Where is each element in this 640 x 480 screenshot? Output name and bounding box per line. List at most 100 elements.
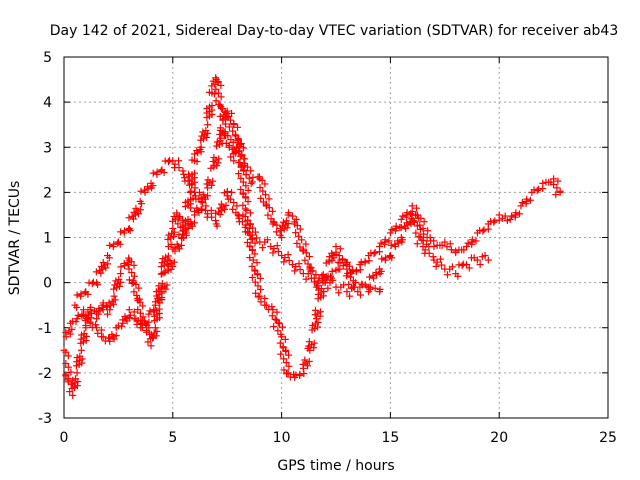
data-point [326, 279, 334, 287]
data-point [239, 190, 247, 198]
y-tick-label: 4 [43, 95, 52, 111]
data-point [247, 235, 255, 243]
data-point [304, 260, 312, 268]
data-point [292, 371, 300, 379]
data-point [244, 163, 252, 171]
data-point [458, 261, 466, 269]
data-point [128, 269, 136, 277]
data-point [302, 275, 310, 283]
data-point [277, 350, 285, 358]
data-point [104, 310, 112, 318]
data-point [302, 240, 310, 248]
data-point [420, 230, 428, 238]
data-point [403, 209, 411, 217]
data-point [73, 291, 81, 299]
data-point [334, 265, 342, 273]
data-point [377, 267, 385, 275]
data-point [554, 177, 562, 185]
data-point [425, 243, 433, 251]
data-point [170, 228, 178, 236]
data-point [115, 275, 123, 283]
data-point [237, 185, 245, 193]
data-point [270, 323, 278, 331]
data-point [242, 182, 250, 190]
data-point [110, 240, 118, 248]
data-point [186, 218, 194, 226]
data-point [71, 375, 79, 383]
data-point [223, 192, 231, 200]
data-point [293, 239, 301, 247]
data-point [130, 261, 138, 269]
data-point [214, 78, 222, 86]
data-point [83, 315, 91, 323]
y-tick-label: -1 [38, 321, 52, 337]
data-point [281, 254, 289, 262]
data-point [173, 209, 181, 217]
data-point [66, 330, 74, 338]
data-point [556, 188, 564, 196]
data-point [86, 319, 94, 327]
data-point [491, 217, 499, 225]
data-point [251, 267, 259, 275]
data-point [335, 252, 343, 260]
data-point [133, 295, 141, 303]
data-point [239, 178, 247, 186]
data-point [244, 186, 252, 194]
data-point [246, 209, 254, 217]
data-point [213, 222, 221, 230]
data-point [288, 212, 296, 220]
data-point [276, 320, 284, 328]
data-point [125, 214, 133, 222]
data-point [216, 101, 224, 109]
data-point [398, 236, 406, 244]
data-point [178, 234, 186, 241]
data-point [324, 284, 332, 292]
data-point [98, 326, 106, 334]
data-point [397, 223, 405, 231]
data-point [173, 240, 181, 248]
data-point [117, 270, 125, 278]
data-point [184, 177, 192, 185]
data-point [273, 316, 281, 324]
data-point [296, 225, 304, 233]
data-point [85, 279, 93, 287]
data-point [283, 370, 291, 378]
data-point [285, 257, 293, 265]
data-point [310, 339, 318, 347]
data-point [144, 183, 152, 191]
data-point [235, 147, 243, 155]
data-point [311, 306, 319, 314]
data-point [191, 169, 199, 177]
data-point [421, 246, 429, 254]
data-point [204, 192, 212, 200]
data-point [416, 233, 424, 241]
data-point [262, 301, 270, 309]
x-tick-label: 10 [273, 430, 291, 446]
data-point [305, 253, 313, 261]
data-point [229, 138, 237, 146]
x-tick-label: 5 [168, 430, 177, 446]
data-point [180, 174, 188, 182]
data-point [273, 308, 281, 316]
data-point [256, 274, 264, 282]
data-point [248, 246, 256, 254]
data-point [204, 210, 212, 218]
data-point [164, 158, 172, 166]
data-point [254, 293, 262, 301]
data-point [251, 239, 259, 247]
data-point [476, 261, 484, 269]
data-point [67, 368, 75, 376]
data-point [216, 204, 224, 212]
data-point [164, 252, 172, 260]
data-point [268, 312, 276, 320]
data-point [473, 256, 481, 264]
data-point [352, 266, 360, 274]
data-point [343, 272, 351, 280]
data-point [262, 191, 270, 199]
data-point [102, 302, 110, 310]
data-point [225, 123, 233, 131]
data-point [116, 240, 124, 248]
data-point [484, 256, 492, 264]
data-point [265, 204, 273, 212]
data-point [193, 204, 201, 212]
